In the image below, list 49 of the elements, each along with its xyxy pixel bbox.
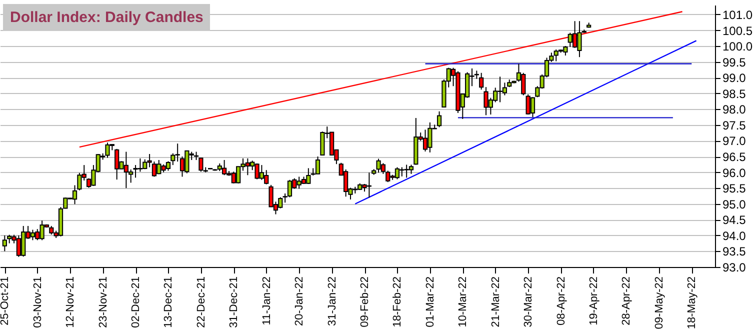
x-tick-label: 08-Apr-22 <box>555 276 568 326</box>
y-tick-label: 99.5 <box>722 55 746 70</box>
candlestick <box>287 179 292 198</box>
x-tick-label: 28-Apr-22 <box>620 276 633 326</box>
x-tick-label: 19-Apr-22 <box>588 276 600 326</box>
y-tick-label: 97.0 <box>722 134 746 148</box>
x-tick-label: 12-Nov-21 <box>64 276 77 328</box>
y-tick-label: 98.0 <box>722 102 746 117</box>
candlestick <box>2 234 7 252</box>
y-tick-label: 95.5 <box>722 182 746 196</box>
candlestick <box>530 96 536 118</box>
x-tick-label: 18-Feb-22 <box>392 276 404 328</box>
y-tick-label: 97.5 <box>722 118 746 132</box>
y-tick-label: 101.0 <box>722 8 753 22</box>
candlestick <box>436 110 442 128</box>
candlestick <box>408 164 414 174</box>
x-tick-label: 13-Dec-21 <box>162 276 175 328</box>
x-tick-label: 03-Nov-21 <box>32 276 44 328</box>
y-tick-label: 100.5 <box>722 24 753 38</box>
y-tick-label: 95.0 <box>722 197 746 212</box>
y-tick-label: 94.0 <box>722 228 746 243</box>
candlestick <box>422 129 428 152</box>
x-tick-label: 23-Nov-21 <box>97 276 110 328</box>
candlestick <box>166 160 171 172</box>
x-tick-label: 01-Mar-22 <box>424 276 436 328</box>
x-tick-label: 09-May-22 <box>653 276 666 330</box>
x-tick-label: 18-May-22 <box>686 276 698 330</box>
y-tick-label: 96.0 <box>722 166 746 180</box>
x-tick-label: 09-Feb-22 <box>359 276 372 328</box>
y-tick-label: 96.5 <box>722 150 746 164</box>
candlestick <box>479 72 484 90</box>
x-tick-label: 31-Dec-21 <box>228 276 240 328</box>
y-tick-label: 93.5 <box>722 244 746 259</box>
y-tick-label: 98.5 <box>722 86 746 101</box>
x-tick-label: 25-Oct-21 <box>0 276 12 326</box>
y-tick-label: 99.0 <box>722 71 746 86</box>
candlestick <box>315 156 320 174</box>
x-tick-label: 31-Jan-22 <box>326 276 338 326</box>
chart-title: Dollar Index: Daily Candles <box>3 4 210 31</box>
y-tick-label: 100.0 <box>722 40 753 54</box>
x-tick-label: 20-Jan-22 <box>294 276 306 326</box>
x-tick-label: 02-Dec-21 <box>130 276 142 328</box>
y-tick-label: 93.0 <box>722 260 746 274</box>
x-tick-label: 11-Jan-22 <box>260 276 273 326</box>
x-tick-label: 21-Mar-22 <box>490 276 502 328</box>
x-tick-label: 22-Dec-21 <box>195 276 208 328</box>
x-tick-label: 30-Mar-22 <box>522 276 535 328</box>
y-tick-label: 94.5 <box>722 213 746 228</box>
x-tick-label: 10-Mar-22 <box>457 276 470 328</box>
